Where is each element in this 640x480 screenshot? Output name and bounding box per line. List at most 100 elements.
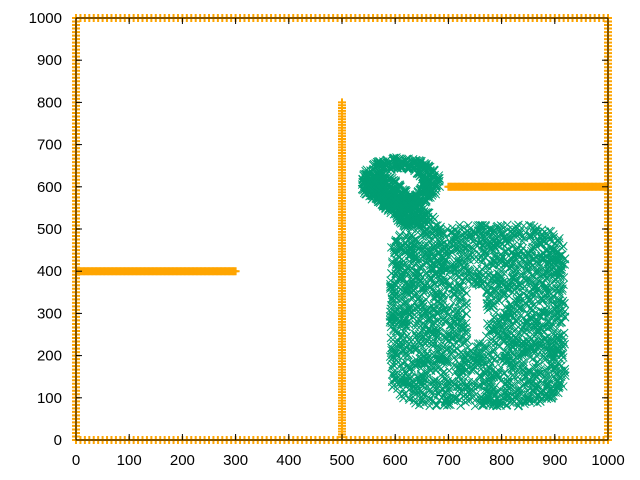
green-x-marker — [478, 220, 487, 230]
y-tick-label: 800 — [37, 94, 62, 111]
green-x-marker — [534, 325, 543, 335]
green-x-marker — [451, 256, 461, 265]
green-x-marker — [431, 287, 441, 297]
x-tick-label: 200 — [170, 452, 195, 469]
green-x-marker — [485, 297, 495, 307]
green-x-marker — [440, 396, 450, 406]
green-x-marker — [450, 289, 459, 299]
green-x-marker — [461, 349, 471, 359]
green-x-marker — [515, 279, 524, 289]
green-x-marker — [488, 259, 498, 269]
green-x-marker — [546, 257, 556, 266]
green-x-marker — [505, 392, 515, 402]
green-x-marker — [433, 341, 443, 351]
green-x-marker — [446, 239, 456, 248]
green-x-marker — [523, 367, 533, 376]
green-x-marker — [435, 294, 445, 303]
green-x-marker — [480, 344, 490, 353]
green-x-marker — [398, 385, 408, 394]
green-x-marker — [480, 386, 490, 395]
green-x-marker — [536, 261, 546, 271]
y-tick-label: 700 — [37, 137, 62, 154]
green-x-marker — [398, 327, 408, 336]
green-x-marker — [494, 342, 504, 352]
green-x-marker — [473, 226, 483, 236]
green-x-marker — [451, 230, 461, 240]
green-x-marker — [456, 347, 466, 357]
green-x-marker — [388, 335, 398, 345]
green-x-marker — [417, 310, 427, 319]
green-x-marker — [461, 360, 470, 370]
green-x-marker — [511, 332, 520, 342]
green-x-marker — [504, 236, 514, 246]
green-x-marker — [506, 300, 516, 309]
green-x-marker — [394, 232, 404, 241]
green-x-marker — [408, 388, 418, 397]
green-x-marker — [425, 386, 435, 395]
green-x-marker — [526, 376, 536, 386]
green-x-marker — [391, 276, 401, 286]
green-x-marker — [535, 237, 545, 247]
green-x-marker — [546, 289, 556, 299]
green-x-marker — [531, 341, 540, 351]
green-x-marker — [558, 241, 568, 251]
y-tick-label: 200 — [37, 348, 62, 365]
green-x-marker — [499, 313, 508, 323]
green-x-marker — [500, 260, 510, 269]
green-x-marker — [445, 379, 455, 389]
green-x-marker — [551, 346, 561, 355]
green-x-marker — [502, 351, 511, 361]
green-x-marker — [415, 254, 425, 263]
green-x-marker — [429, 317, 438, 327]
green-x-marker — [494, 366, 504, 376]
green-x-marker — [524, 249, 533, 258]
y-tick-label: 500 — [37, 221, 62, 238]
green-x-marker — [524, 292, 533, 301]
green-x-marker — [451, 232, 461, 242]
green-x-marker — [471, 390, 481, 399]
green-x-marker — [486, 382, 496, 391]
green-x-marker — [447, 325, 457, 335]
green-x-marker — [483, 392, 493, 401]
green-x-marker — [539, 231, 548, 241]
green-x-marker — [484, 301, 494, 310]
green-x-marker — [533, 268, 543, 277]
green-x-marker — [554, 381, 563, 391]
green-x-marker — [552, 369, 562, 379]
green-x-marker — [560, 312, 570, 322]
green-x-marker — [514, 249, 523, 259]
green-x-marker — [543, 366, 553, 376]
green-x-marker — [483, 349, 493, 359]
green-x-marker — [450, 290, 460, 300]
green-x-marker — [393, 314, 403, 324]
green-x-marker — [445, 320, 455, 330]
green-x-marker — [521, 299, 530, 309]
green-x-marker — [489, 257, 499, 267]
green-x-marker — [473, 358, 483, 368]
green-x-marker — [474, 349, 484, 359]
green-x-marker — [388, 359, 398, 369]
green-x-marker — [548, 329, 558, 339]
green-x-marker — [485, 356, 495, 366]
green-x-marker — [392, 359, 401, 369]
green-x-marker — [501, 401, 511, 410]
green-x-marker — [394, 263, 403, 273]
green-x-marker — [403, 231, 412, 241]
green-x-marker — [450, 317, 460, 327]
green-x-marker — [432, 400, 442, 410]
green-x-marker — [519, 221, 529, 231]
green-x-marker — [497, 278, 507, 288]
green-x-marker — [434, 247, 444, 256]
green-x-marker — [424, 386, 433, 396]
green-x-marker — [392, 350, 402, 360]
green-x-marker — [527, 303, 536, 313]
green-x-marker — [526, 221, 536, 230]
green-x-marker — [511, 298, 521, 307]
x-tick-label: 700 — [436, 452, 461, 469]
green-x-marker — [390, 349, 400, 358]
green-x-marker — [507, 380, 516, 390]
green-x-marker — [515, 281, 525, 291]
x-tick-label: 0 — [72, 452, 80, 469]
green-x-marker — [481, 342, 491, 351]
